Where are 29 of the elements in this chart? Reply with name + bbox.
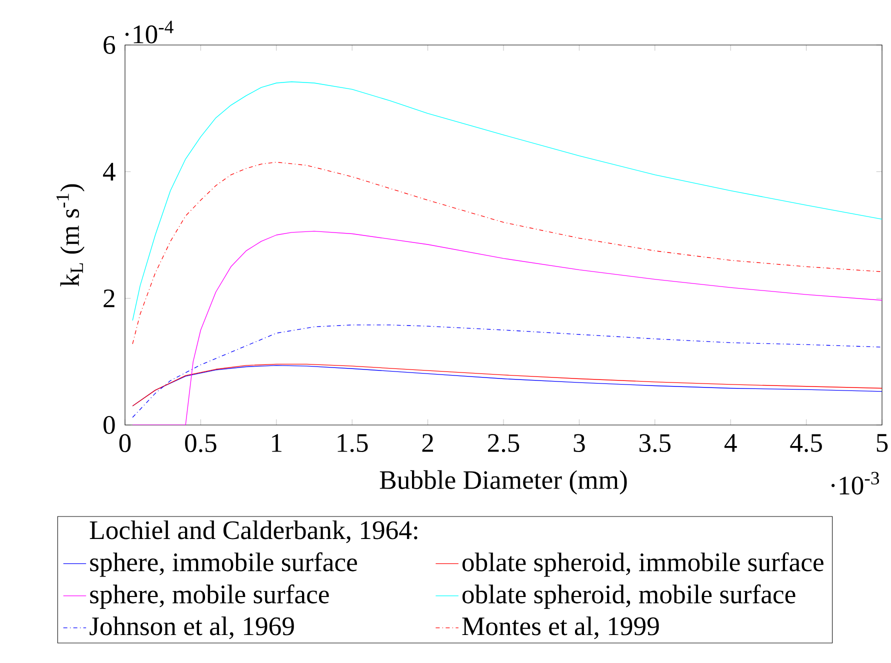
x-tick-label: 2 xyxy=(422,434,433,452)
text: ·10$^{-3}$ xyxy=(832,472,880,495)
y-tick-label: 4 xyxy=(103,162,116,180)
legend-label: Montes et al, 1999 xyxy=(462,616,659,640)
x-tick-label: 3.5 xyxy=(640,434,671,452)
x-tick-label: 1 xyxy=(272,434,282,452)
legend-label: sphere, immobile surface xyxy=(90,552,357,577)
legend-title: Lochiel and Calderbank, 1964: xyxy=(90,520,418,544)
line-series xyxy=(132,230,882,425)
x-tick-label: 4.5 xyxy=(790,434,822,452)
x-tick-label: 4 xyxy=(724,434,737,452)
legend-label: Johnson et al, 1969 xyxy=(90,616,294,640)
x-tick-label: 5 xyxy=(876,434,888,452)
x-tick-label: 2.5 xyxy=(488,434,520,452)
x-tick-label: 1.5 xyxy=(338,434,368,452)
y-tick-label: 0 xyxy=(104,416,115,434)
text: ·10$^{-4}$ xyxy=(125,20,174,44)
y-tick-label: 2 xyxy=(104,290,114,308)
legend-label: oblate spheroid, immobile surface xyxy=(462,552,824,577)
legend-label: oblate spheroid, mobile surface xyxy=(462,584,796,609)
x-tick-label: 0 xyxy=(119,434,131,452)
y-axis-title: k$_{L}$ (m s$^{-1}$) xyxy=(56,184,84,286)
x-tick-label: 0.5 xyxy=(185,434,216,452)
y-tick-label: 6 xyxy=(104,36,116,54)
line-series xyxy=(132,81,882,321)
line-series xyxy=(132,162,882,344)
legend-label: sphere, mobile surface xyxy=(90,584,329,609)
x-tick-label: 3 xyxy=(574,434,585,452)
x-axis-title: Bubble Diameter (mm) xyxy=(380,470,627,494)
